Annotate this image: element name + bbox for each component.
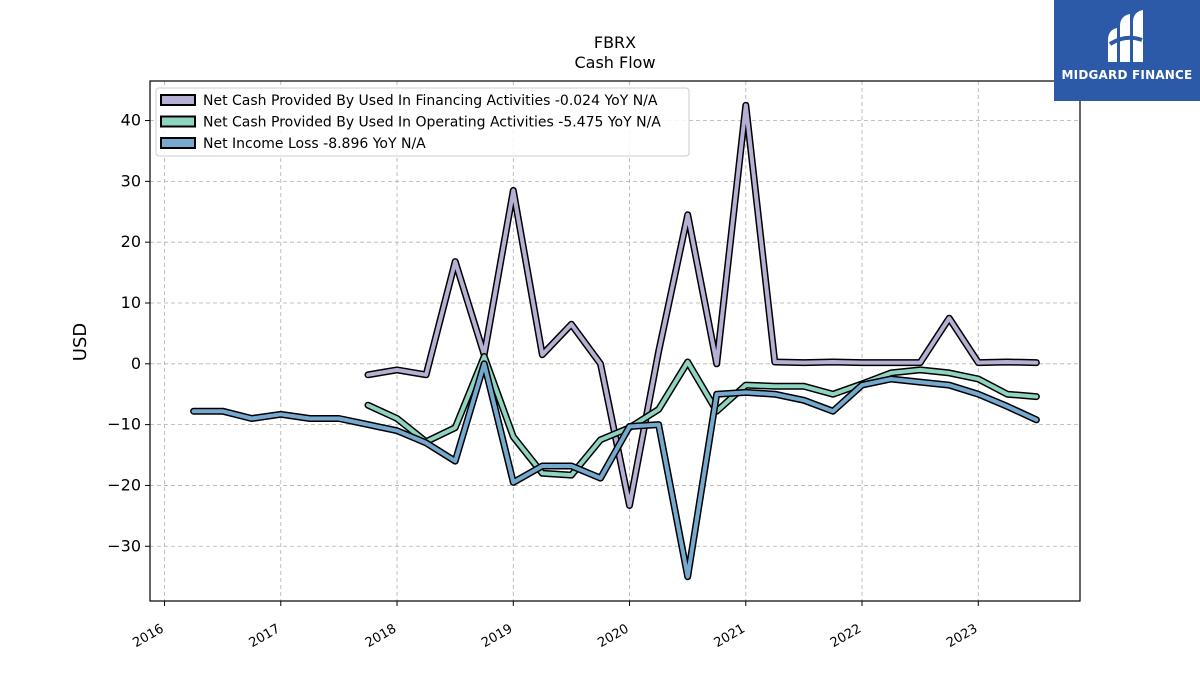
x-tick-label: 2018 (363, 621, 399, 651)
x-tick-label: 2023 (944, 621, 980, 651)
x-tick-label: 2021 (712, 621, 748, 651)
x-tick-label: 2022 (828, 621, 864, 651)
y-tick-label: 20 (121, 232, 141, 251)
legend-label: Net Income Loss -8.896 YoY N/A (203, 136, 426, 152)
series-line (366, 103, 1039, 508)
x-tick-label: 2020 (595, 621, 631, 651)
series-line (191, 361, 1039, 579)
y-tick-label: 30 (121, 171, 141, 190)
chart-subtitle: Cash Flow (574, 53, 655, 72)
logo-mark-icon (1108, 10, 1143, 62)
legend-swatch (160, 115, 196, 128)
x-tick-label: 2016 (130, 621, 166, 651)
logo-text: MIDGARD FINANCE (1061, 68, 1193, 82)
x-tick-label: 2019 (479, 621, 515, 651)
series-3 (190, 360, 1040, 581)
series-lines (190, 101, 1040, 581)
legend-box (155, 87, 690, 157)
logo: MIDGARD FINANCE (1054, 0, 1200, 101)
y-tick-label: 0 (131, 354, 141, 373)
x-tick-label: 2017 (247, 621, 283, 651)
grid (150, 81, 1080, 601)
legend-swatch (160, 94, 196, 106)
axis-ticks: −30 −20 −10 0 10 20 30 40 2016 2017 2018 2019 2020 20… (107, 111, 980, 651)
legend: Net Cash Provided By Used In Financing A… (155, 87, 690, 157)
y-tick-label: −20 (107, 475, 141, 494)
y-axis-label: USD (70, 323, 91, 361)
legend-label: Net Cash Provided By Used In Financing A… (203, 93, 658, 109)
y-tick-label: 10 (121, 293, 141, 312)
plot-frame (149, 80, 1081, 602)
series-line-outline (190, 360, 1040, 581)
legend-swatch (160, 137, 196, 149)
series-1 (364, 101, 1040, 509)
y-tick-label: 40 (121, 111, 141, 130)
chart-title: FBRX (594, 33, 636, 52)
legend-label: Net Cash Provided By Used In Operating A… (203, 115, 661, 131)
y-tick-label: −10 (107, 415, 141, 434)
y-tick-label: −30 (107, 536, 141, 555)
